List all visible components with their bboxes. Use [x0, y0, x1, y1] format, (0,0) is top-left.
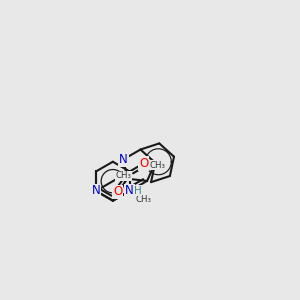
Text: H: H — [134, 186, 142, 196]
Text: O: O — [139, 157, 148, 170]
Text: CH₃: CH₃ — [136, 195, 152, 204]
Text: O: O — [113, 185, 122, 198]
Text: N: N — [92, 184, 100, 197]
Text: CH₃: CH₃ — [115, 171, 131, 180]
Text: N: N — [119, 153, 128, 166]
Text: CH₃: CH₃ — [150, 161, 166, 170]
Text: N: N — [125, 184, 134, 197]
